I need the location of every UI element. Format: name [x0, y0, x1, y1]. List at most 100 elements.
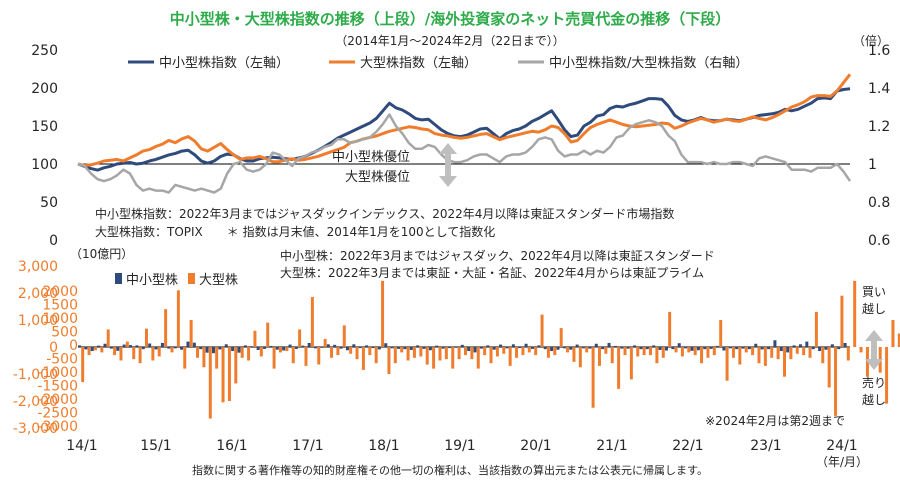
- large-cap-bar: [93, 347, 97, 351]
- small-cap-bar: [154, 347, 158, 350]
- small-cap-bar: [582, 347, 586, 349]
- large-cap-bar: [744, 347, 748, 353]
- large-cap-bar: [304, 347, 308, 366]
- large-cap-bar: [553, 347, 557, 356]
- large-cap-bar: [151, 347, 155, 361]
- y-tick-bottom-inner: 2000: [42, 284, 78, 300]
- large-cap-bar: [623, 347, 627, 356]
- small-cap-bar: [116, 347, 120, 351]
- large-cap-bar: [885, 347, 889, 404]
- y-tick-bottom-inner: 500: [51, 325, 78, 341]
- legend-swatch: [188, 273, 195, 284]
- sell-over-label: 越し: [862, 393, 886, 407]
- large-cap-bar: [196, 347, 200, 358]
- small-cap-bar: [224, 344, 228, 347]
- small-cap-bar: [441, 347, 445, 349]
- small-cap-bar: [511, 344, 515, 347]
- small-cap-bar: [390, 347, 394, 349]
- large-cap-bar: [834, 347, 838, 416]
- large-cap-bar: [706, 347, 710, 358]
- large-cap-superior-label: 大型株優位: [345, 170, 410, 185]
- small-cap-bar: [696, 347, 700, 351]
- large-cap-bar: [502, 347, 506, 354]
- small-cap-bar: [192, 342, 196, 347]
- y-tick-bottom-inner: 1500: [42, 298, 78, 314]
- y-tick-bottom-inner: -2500: [37, 406, 78, 422]
- small-cap-bar: [754, 343, 758, 347]
- large-cap-bar: [419, 347, 423, 357]
- small-cap-bar: [543, 347, 547, 350]
- large-cap-bar: [259, 347, 263, 357]
- large-cap-bar: [176, 290, 180, 347]
- small-cap-bar: [473, 347, 477, 353]
- x-tick: 22/1: [672, 438, 703, 454]
- large-cap-bar: [247, 347, 251, 361]
- small-cap-bar: [275, 347, 279, 350]
- small-cap-bar: [741, 347, 745, 349]
- small-cap-bar: [530, 347, 534, 349]
- small-cap-bar: [231, 347, 235, 352]
- large-cap-bar: [572, 347, 576, 362]
- small-cap-bar: [333, 344, 337, 347]
- y-tick-bottom: 1,000: [18, 313, 58, 329]
- large-cap-bar: [330, 347, 334, 358]
- small-cap-bar: [792, 345, 796, 347]
- small-cap-bar: [633, 345, 637, 347]
- small-cap-bar: [428, 347, 432, 351]
- feb-note: ※2024年2月は第2週まで: [705, 414, 845, 428]
- large-cap-bar: [227, 347, 231, 401]
- large-cap-bar: [846, 347, 850, 361]
- small-cap-bar: [294, 347, 298, 349]
- y-tick-bottom: -3,000: [13, 421, 58, 437]
- small-cap-bar: [811, 347, 815, 350]
- double-arrow-icon: [865, 330, 883, 370]
- x-tick: 14/1: [66, 438, 97, 454]
- buy-over-label: 越し: [862, 302, 886, 316]
- small-cap-bar: [314, 347, 318, 349]
- note-large-index: 大型株指数：TOPIX ＊ 指数は月末値、2014年1月を100として指数化: [95, 224, 495, 239]
- y-tick-right: 1: [868, 157, 877, 173]
- large-cap-bar: [534, 347, 538, 356]
- large-cap-bar: [693, 347, 697, 356]
- y-tick-bottom: -1,000: [13, 367, 58, 383]
- y-tick-left: 200: [31, 81, 58, 97]
- small-cap-bar: [97, 345, 101, 347]
- small-cap-bar: [735, 347, 739, 350]
- small-cap-bar: [786, 347, 790, 353]
- small-cap-bar: [78, 345, 81, 347]
- small-cap-bar: [779, 347, 783, 352]
- small-cap-bar: [467, 347, 471, 352]
- large-cap-bar: [649, 347, 653, 356]
- large-cap-bar: [712, 347, 716, 356]
- small-cap-bar: [256, 347, 260, 350]
- small-cap-bar: [199, 347, 203, 350]
- large-cap-bar: [310, 297, 314, 347]
- large-cap-bar: [406, 347, 410, 361]
- large-cap-bar: [81, 347, 85, 383]
- large-cap-bar: [738, 347, 742, 365]
- large-cap-bar: [821, 347, 825, 364]
- y-tick-right: 1.2: [868, 119, 890, 135]
- x-tick: 16/1: [216, 438, 247, 454]
- small-cap-bar: [664, 347, 668, 351]
- large-cap-bar: [527, 347, 531, 353]
- small-cap-bar: [237, 347, 241, 353]
- large-cap-bar: [234, 347, 238, 384]
- y-tick-bottom-inner: -2000: [37, 392, 78, 408]
- large-cap-bar: [355, 347, 359, 360]
- small-cap-bar: [594, 343, 598, 347]
- legend-label: 中小型株: [126, 273, 178, 288]
- small-cap-bar: [690, 347, 694, 351]
- large-cap-bar: [438, 347, 442, 361]
- small-cap-bar: [626, 347, 630, 349]
- large-cap-bar: [368, 347, 372, 356]
- large-cap-bar: [361, 347, 365, 370]
- large-cap-bar: [138, 347, 142, 364]
- small-cap-bar: [550, 347, 554, 352]
- large-cap-bar: [814, 311, 818, 347]
- small-cap-bar: [141, 347, 145, 350]
- large-cap-bar: [700, 347, 704, 364]
- large-cap-bar: [342, 325, 346, 347]
- legend-label: 中小型株指数（左軸）: [159, 56, 289, 71]
